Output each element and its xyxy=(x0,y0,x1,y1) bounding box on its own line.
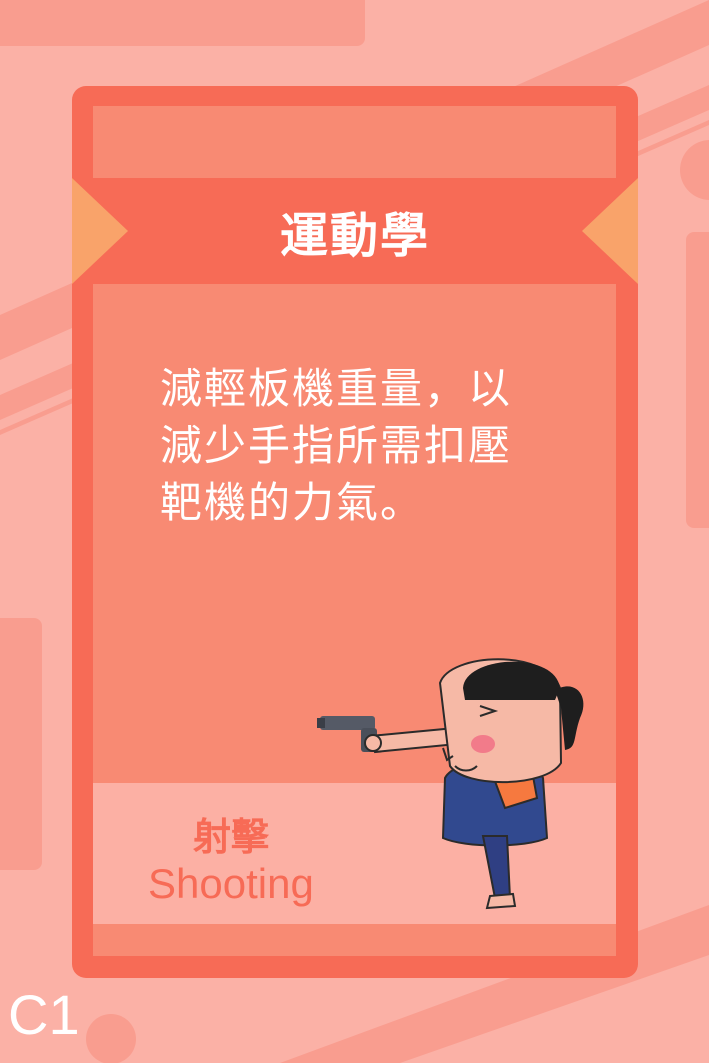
bg-bar-left xyxy=(0,618,42,870)
sport-name-zh: 射擊 xyxy=(193,815,270,859)
category-title: 運動學 xyxy=(279,208,430,264)
category-ribbon: 運動學 xyxy=(72,178,638,284)
card-code: C1 xyxy=(8,983,80,1046)
ribbon-tip-left xyxy=(72,178,128,284)
description-line: 靶機的力氣。 xyxy=(160,478,425,527)
description-line: 減輕板機重量，以 xyxy=(160,364,513,413)
card-description: 減輕板機重量，以 減少手指所需扣壓 靶機的力氣。 xyxy=(160,360,570,531)
bg-bar-top xyxy=(0,0,365,46)
sport-name-en: Shooting xyxy=(148,860,314,907)
description-line: 減少手指所需扣壓 xyxy=(160,421,513,470)
shooter-character-icon xyxy=(317,658,584,910)
ribbon-tip-right xyxy=(582,178,638,284)
bg-bar-right xyxy=(686,232,709,528)
bg-circle-bottom xyxy=(86,1014,136,1063)
